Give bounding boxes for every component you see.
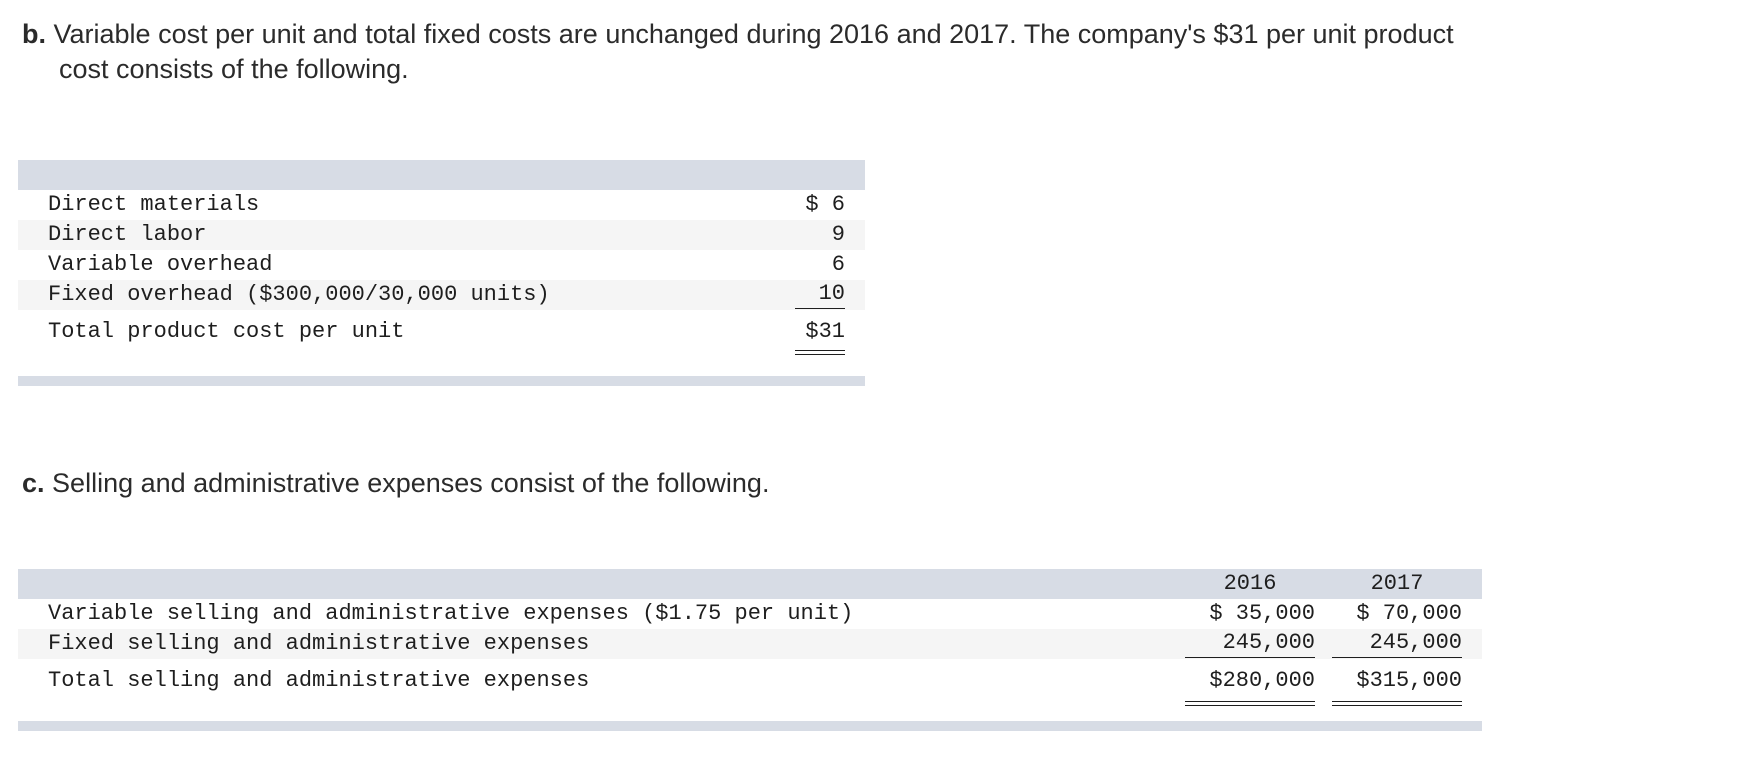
value-2017: 245,000 <box>1332 629 1462 658</box>
paragraph-c: c. Selling and administrative expenses c… <box>22 466 769 501</box>
table-row: Direct labor 9 <box>18 220 865 250</box>
table-row: Variable selling and administrative expe… <box>18 599 1482 629</box>
total-2016-cell: $280,000 <box>1185 659 1315 707</box>
table-footer-band <box>18 721 1482 731</box>
row-label: Direct materials <box>48 192 260 217</box>
total-row: Total product cost per unit $31 <box>18 310 865 358</box>
value-2017: $ 70,000 <box>1356 601 1462 626</box>
value-2016: $ 35,000 <box>1209 601 1315 626</box>
row-label: Fixed selling and administrative expense… <box>48 631 590 656</box>
table-footer-band <box>18 376 865 386</box>
table-row: Fixed selling and administrative expense… <box>18 629 1482 659</box>
table-header-band: 2016 2017 <box>18 569 1482 599</box>
double-underline <box>795 350 845 355</box>
product-cost-table: Direct materials $ 6 Direct labor 9 Vari… <box>18 160 865 386</box>
table-row: Fixed overhead ($300,000/30,000 units) 1… <box>18 280 865 310</box>
header-2016: 2016 <box>1223 571 1277 596</box>
row-label: Direct labor <box>48 222 207 247</box>
paragraph-c-label: c. <box>22 468 45 498</box>
row-value: $ 6 <box>805 192 845 217</box>
row-value: 9 <box>831 222 845 247</box>
table-row: Direct materials $ 6 <box>18 190 865 220</box>
total-label: Total product cost per unit <box>48 319 405 344</box>
double-underline <box>1332 701 1462 706</box>
paragraph-b-label: b. <box>22 19 46 49</box>
total-2016: $280,000 <box>1209 668 1315 693</box>
total-2017: $315,000 <box>1356 668 1462 693</box>
row-label: Fixed overhead ($300,000/30,000 units) <box>48 282 550 307</box>
paragraph-b-line1: Variable cost per unit and total fixed c… <box>53 19 1454 49</box>
total-value-cell: $31 <box>795 310 845 358</box>
total-2017-cell: $315,000 <box>1332 659 1462 707</box>
row-label: Variable selling and administrative expe… <box>48 601 854 626</box>
table-header-band <box>18 160 865 190</box>
value-2016: 245,000 <box>1185 629 1315 658</box>
header-2017: 2017 <box>1370 571 1424 596</box>
double-underline <box>1185 701 1315 706</box>
row-value: 6 <box>831 252 845 277</box>
paragraph-b: b. Variable cost per unit and total fixe… <box>22 17 1722 87</box>
selling-admin-table: 2016 2017 Variable selling and administr… <box>18 569 1482 731</box>
paragraph-c-text: Selling and administrative expenses cons… <box>52 468 770 498</box>
total-value: $31 <box>805 319 845 344</box>
total-label: Total selling and administrative expense… <box>48 668 590 693</box>
total-row: Total selling and administrative expense… <box>18 659 1482 707</box>
table-row: Variable overhead 6 <box>18 250 865 280</box>
row-label: Variable overhead <box>48 252 273 277</box>
paragraph-b-line2: cost consists of the following. <box>59 54 409 84</box>
row-value: 10 <box>795 280 845 309</box>
